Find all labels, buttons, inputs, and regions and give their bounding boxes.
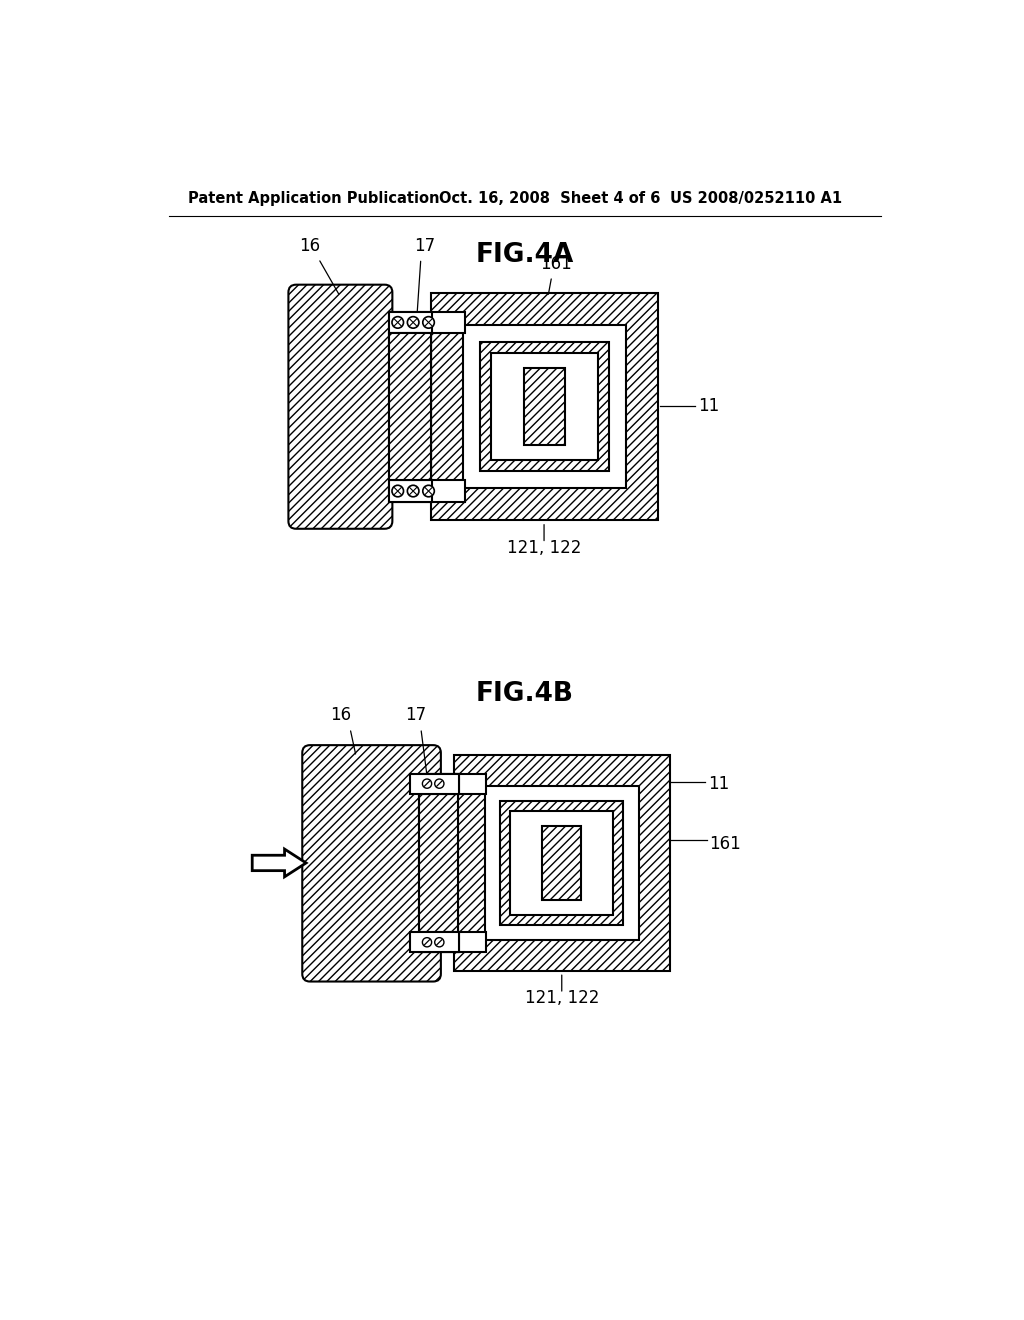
Text: FIG.4A: FIG.4A bbox=[476, 242, 573, 268]
Text: 161: 161 bbox=[710, 834, 741, 853]
Text: 121, 122: 121, 122 bbox=[524, 989, 599, 1007]
Text: 17: 17 bbox=[404, 706, 426, 725]
Bar bbox=[463, 326, 626, 488]
Bar bbox=[484, 785, 639, 940]
Circle shape bbox=[392, 486, 403, 496]
Bar bbox=[410, 774, 460, 793]
Bar bbox=[480, 342, 608, 471]
Bar bbox=[454, 932, 486, 952]
Text: 161: 161 bbox=[540, 255, 571, 272]
FancyBboxPatch shape bbox=[302, 744, 441, 982]
Bar bbox=[510, 812, 613, 915]
Bar bbox=[419, 774, 458, 952]
Bar bbox=[388, 312, 431, 502]
Circle shape bbox=[422, 779, 432, 788]
Bar bbox=[431, 480, 465, 502]
Text: 16: 16 bbox=[299, 236, 319, 255]
Bar bbox=[419, 932, 460, 952]
Text: 121, 122: 121, 122 bbox=[507, 539, 582, 557]
Bar bbox=[524, 368, 565, 445]
Bar bbox=[388, 480, 432, 502]
Circle shape bbox=[435, 937, 444, 946]
Circle shape bbox=[423, 317, 434, 329]
Bar bbox=[500, 801, 624, 924]
FancyBboxPatch shape bbox=[289, 285, 392, 529]
Bar bbox=[431, 293, 658, 520]
Bar bbox=[490, 354, 598, 461]
Circle shape bbox=[422, 937, 432, 946]
Circle shape bbox=[392, 317, 403, 329]
Text: 16: 16 bbox=[330, 706, 351, 725]
Bar bbox=[410, 932, 460, 952]
Bar bbox=[454, 774, 486, 793]
Bar bbox=[419, 774, 460, 793]
Bar bbox=[542, 826, 582, 900]
Circle shape bbox=[435, 779, 444, 788]
Polygon shape bbox=[252, 849, 306, 876]
Bar bbox=[388, 333, 431, 480]
Text: 17: 17 bbox=[414, 236, 435, 255]
Circle shape bbox=[408, 317, 419, 329]
Text: 11: 11 bbox=[698, 397, 719, 416]
Bar bbox=[454, 755, 670, 970]
Text: Patent Application Publication: Patent Application Publication bbox=[188, 191, 440, 206]
Text: FIG.4B: FIG.4B bbox=[476, 681, 573, 706]
Text: US 2008/0252110 A1: US 2008/0252110 A1 bbox=[670, 191, 842, 206]
Circle shape bbox=[423, 486, 434, 496]
Text: 11: 11 bbox=[708, 775, 729, 793]
Circle shape bbox=[408, 486, 419, 496]
Bar bbox=[431, 312, 465, 333]
Bar bbox=[419, 793, 458, 932]
Text: Oct. 16, 2008  Sheet 4 of 6: Oct. 16, 2008 Sheet 4 of 6 bbox=[438, 191, 659, 206]
Bar bbox=[388, 312, 432, 333]
